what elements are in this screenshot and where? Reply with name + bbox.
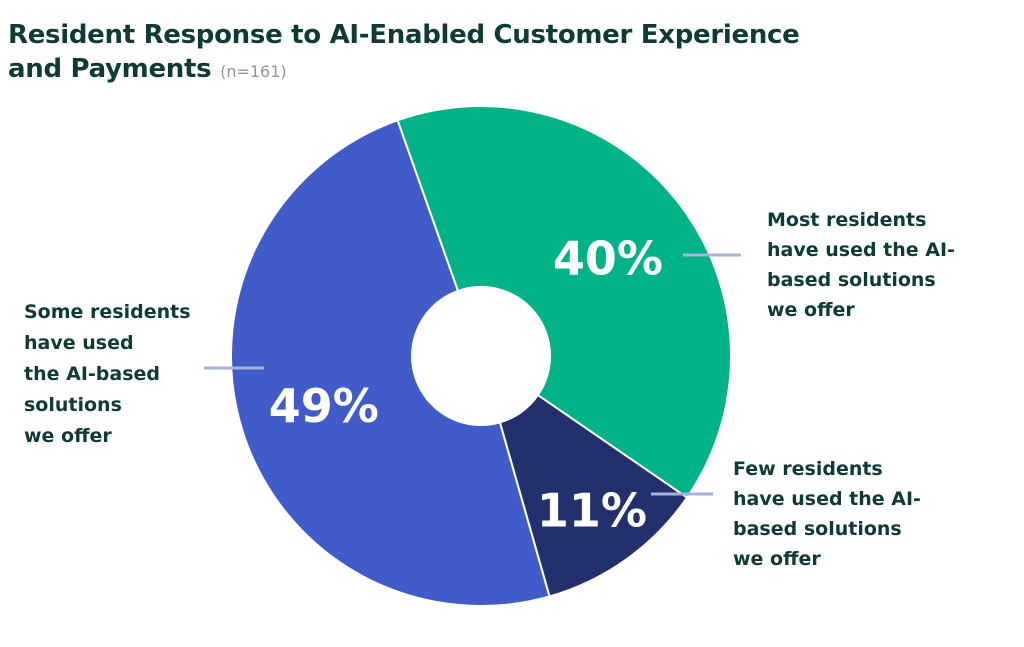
- slice-some: [230, 119, 551, 607]
- slice-label-some: Some residents have used the AI-based solut…: [24, 301, 191, 447]
- slice-label-line: Few residents: [733, 458, 883, 480]
- slice-label-line: solutions: [24, 394, 122, 416]
- slice-label-line: Some residents: [24, 301, 191, 323]
- slice-label-line: have used the AI-: [767, 239, 955, 261]
- slice-label-line: we offer: [733, 548, 821, 570]
- leader-lines: [204, 253, 741, 496]
- slice-label-line: have used: [24, 332, 134, 354]
- percent-labels: 40% 11% 49%: [269, 232, 663, 538]
- percent-label-few: 11%: [537, 483, 647, 537]
- donut-slices: [230, 105, 732, 607]
- chart-title-line1: Resident Response to AI-Enabled Customer…: [8, 20, 800, 50]
- slice-labels: Most residents have used the AI-based sol…: [24, 209, 955, 570]
- slice-few: [498, 393, 689, 598]
- slice-most: [396, 105, 732, 499]
- percent-label-some: 49%: [269, 379, 379, 433]
- chart-title: Resident Response to AI-Enabled Customer…: [8, 18, 828, 89]
- slice-label-line: have used the AI-: [733, 488, 921, 510]
- slice-label-few: Few residents have used the AI-based solu…: [733, 458, 921, 570]
- slice-label-line: based solutions: [733, 518, 902, 540]
- slice-label-line: we offer: [24, 425, 112, 447]
- slice-label-line: we offer: [767, 299, 855, 321]
- sample-size-note: (n=161): [220, 62, 287, 81]
- percent-label-most: 40%: [553, 232, 663, 286]
- slice-label-line: based solutions: [767, 269, 936, 291]
- slice-label-line: the AI-based: [24, 363, 160, 385]
- slice-label-line: Most residents: [767, 209, 926, 231]
- slice-label-most: Most residents have used the AI-based sol…: [767, 209, 955, 321]
- chart-title-line2: and Payments: [8, 54, 212, 84]
